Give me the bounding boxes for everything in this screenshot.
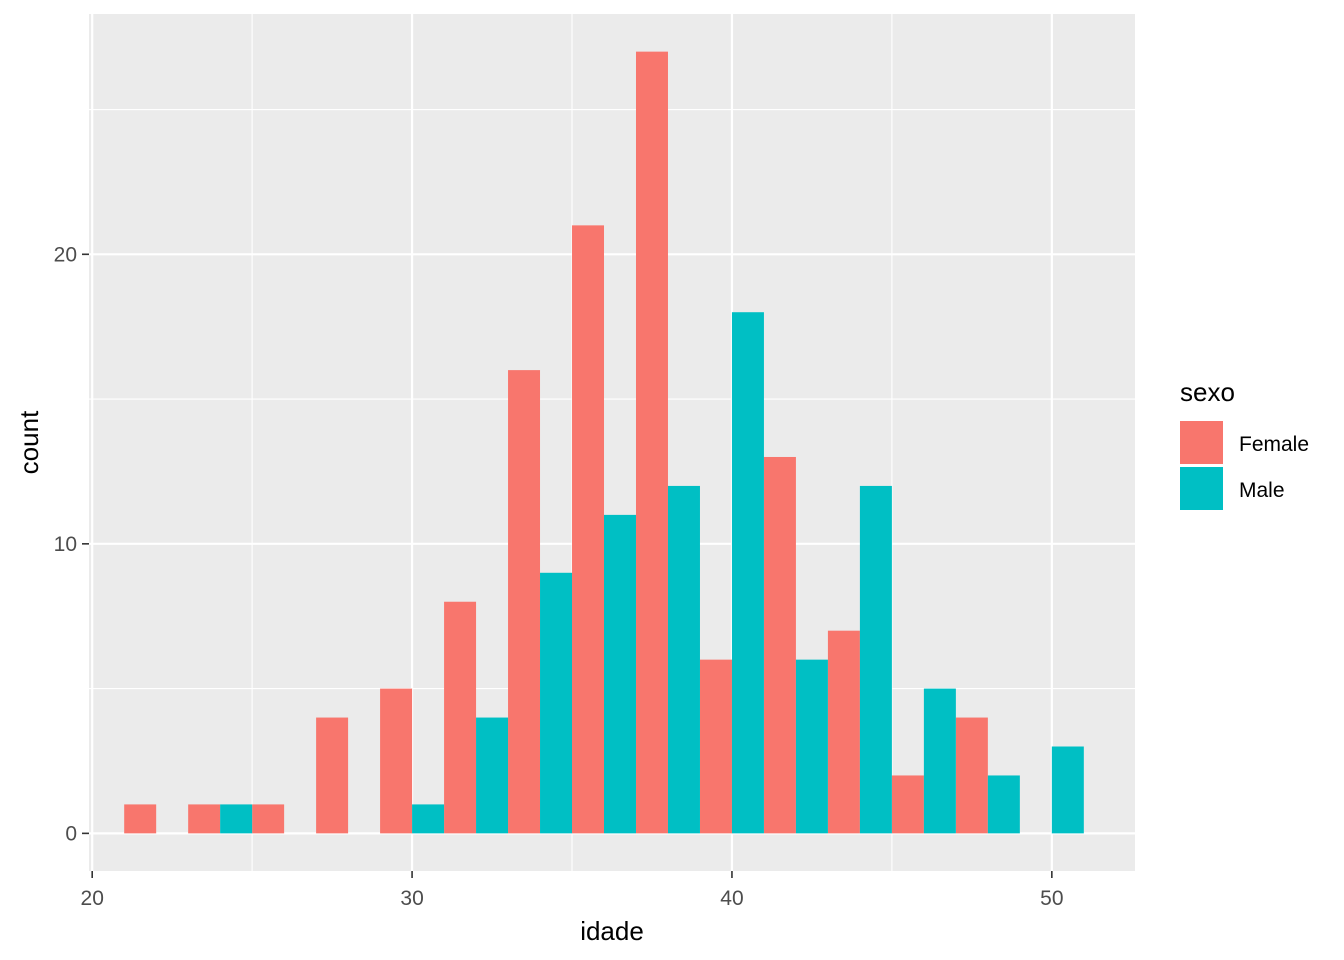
bar-male — [412, 804, 445, 834]
bar-male — [540, 572, 573, 834]
bar-male — [987, 775, 1020, 834]
legend: sexo Female Male — [1180, 377, 1309, 510]
bar-female — [380, 688, 413, 834]
x-tick-label: 50 — [1040, 887, 1063, 910]
bar-female — [635, 51, 668, 834]
bar-female — [188, 804, 221, 834]
bar-female — [699, 659, 732, 834]
axis-ticks — [82, 253, 1053, 878]
y-axis-title: count — [14, 410, 44, 474]
legend-title: sexo — [1180, 377, 1235, 407]
y-tick-label: 20 — [54, 243, 77, 266]
legend-label-male: Male — [1239, 479, 1285, 502]
bar-male — [923, 688, 956, 834]
bars — [124, 51, 1084, 834]
bar-female — [763, 456, 796, 834]
bar-male — [604, 514, 636, 834]
legend-key-female — [1180, 421, 1223, 464]
x-axis-title: idade — [580, 916, 644, 946]
bar-female — [827, 630, 860, 834]
y-tick-label: 0 — [65, 822, 77, 845]
bar-male — [859, 485, 892, 834]
bar-female — [444, 601, 477, 834]
x-tick-label: 20 — [81, 887, 104, 910]
x-tick-label: 30 — [400, 887, 423, 910]
bar-female — [124, 804, 157, 834]
bar-male — [476, 717, 509, 834]
bar-male — [220, 804, 253, 834]
bar-male — [667, 485, 700, 834]
bar-female — [508, 370, 541, 834]
x-tick-label: 40 — [720, 887, 743, 910]
tick-labels: 20 30 40 50 0 10 20 — [54, 243, 1064, 910]
bar-male — [731, 312, 764, 834]
bar-female — [252, 804, 285, 834]
y-tick-label: 10 — [54, 533, 77, 556]
bar-female — [955, 717, 988, 834]
bar-male — [795, 659, 828, 834]
bar-female — [572, 225, 605, 834]
bar-female — [891, 775, 924, 834]
legend-key-male — [1180, 467, 1223, 510]
bar-male — [1051, 746, 1084, 834]
bar-female — [316, 717, 349, 834]
legend-label-female: Female — [1239, 433, 1309, 456]
